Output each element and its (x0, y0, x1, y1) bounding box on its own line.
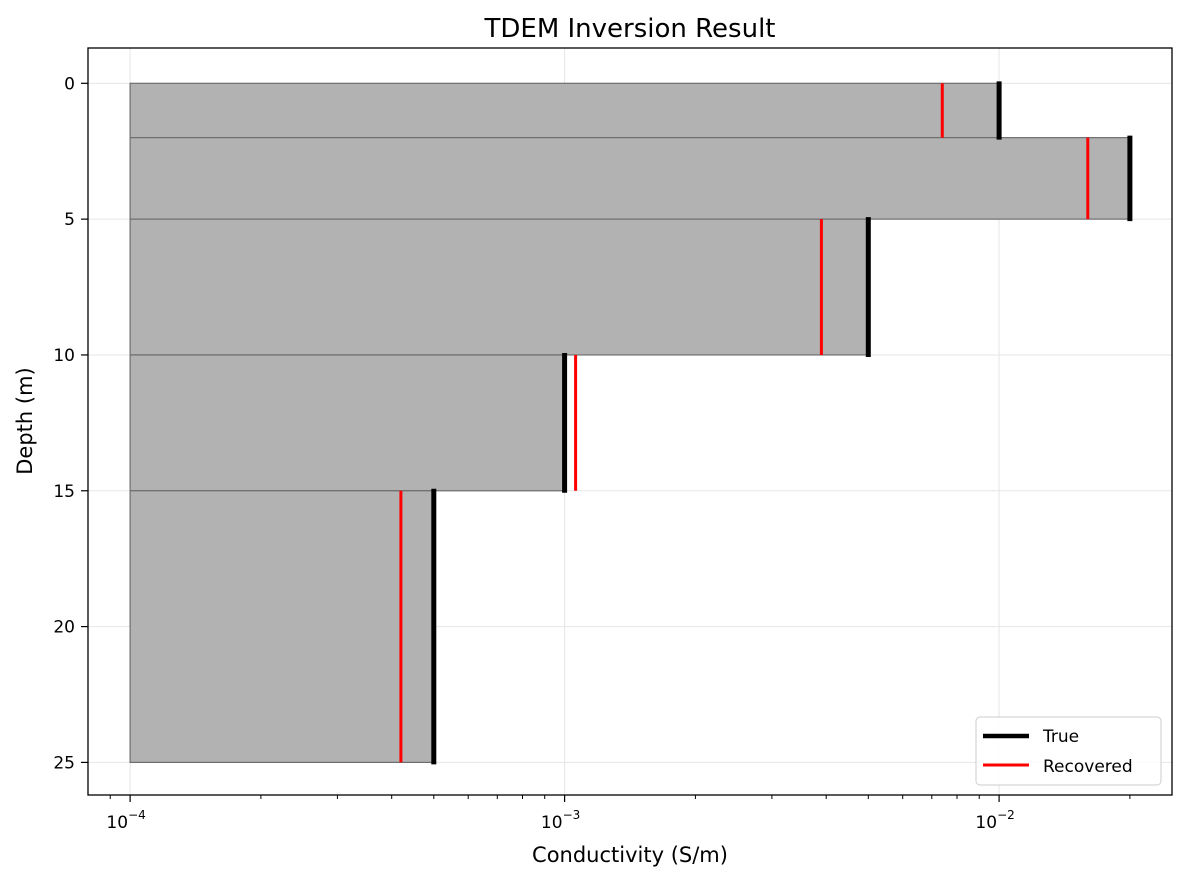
y-tick-label-1: 5 (64, 210, 75, 230)
y-tick-label-0: 0 (64, 74, 75, 94)
legend-recovered-label: Recovered (1043, 757, 1133, 777)
y-axis-label: Depth (m) (13, 367, 37, 474)
y-tick-label-5: 25 (53, 753, 75, 773)
x-tick-label-1: 10−3 (541, 808, 580, 833)
legend-true-label: True (1042, 727, 1079, 747)
layer-bar-4 (129, 354, 566, 492)
layer-bar-3 (129, 218, 869, 356)
y-axis: 0 5 10 15 20 25 (53, 74, 88, 773)
chart-title: TDEM Inversion Result (483, 14, 775, 44)
x-tick-label-0: 10−4 (106, 808, 145, 833)
y-tick-label-2: 10 (53, 346, 75, 366)
layer-bar-2 (129, 137, 1131, 220)
layer-bar-1 (129, 82, 1000, 139)
x-axis: 10−4 10−3 10−2 (106, 795, 1131, 833)
conductivity-marks (399, 81, 1133, 765)
x-axis-label: Conductivity (S/m) (532, 843, 728, 867)
y-tick-label-4: 20 (53, 618, 75, 638)
y-tick-label-3: 15 (53, 482, 75, 502)
plot-area (87, 47, 1173, 796)
layer-bars (129, 82, 1131, 764)
x-tick-label-2: 10−2 (975, 808, 1014, 833)
layer-bar-5 (129, 490, 435, 764)
legend: True Recovered (975, 716, 1162, 786)
